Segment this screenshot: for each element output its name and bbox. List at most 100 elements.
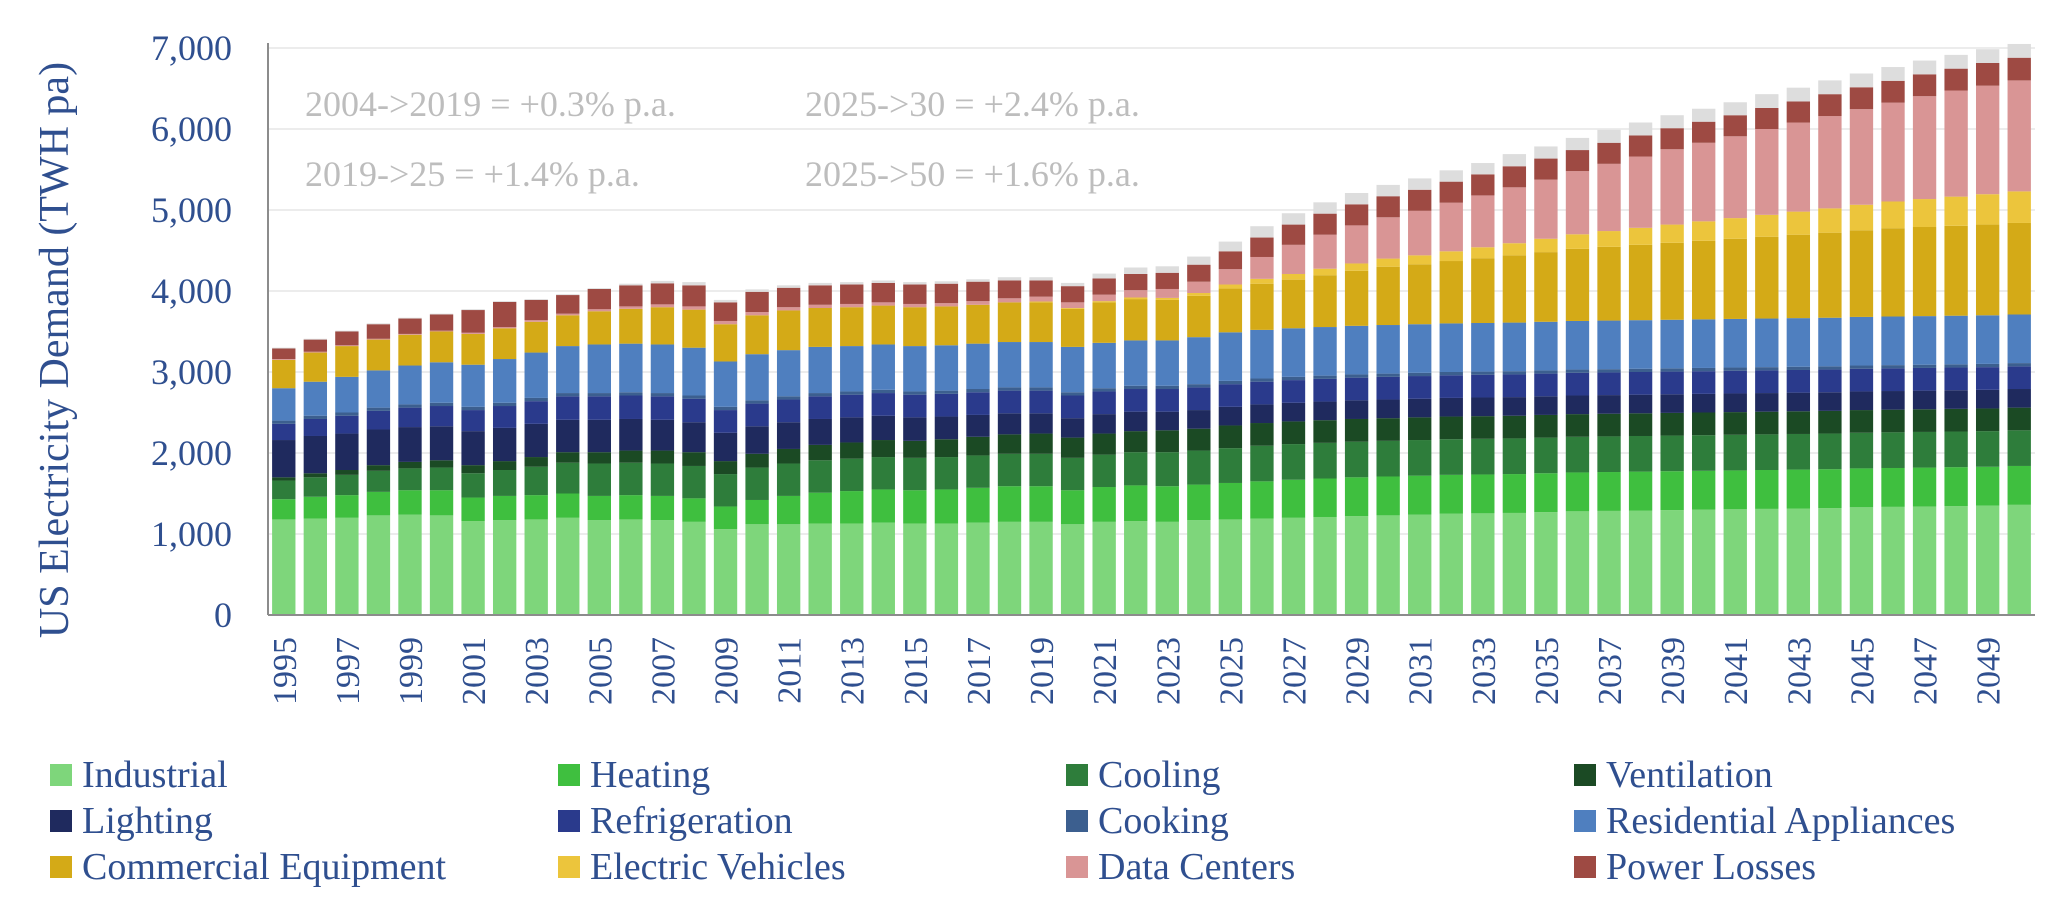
bar-segment-cooking-2048	[1944, 364, 1968, 368]
bar-segment-residential-appliances-2050	[2007, 314, 2031, 364]
bar-segment-cooking-2033	[1471, 371, 1495, 375]
bar-segment-data-centers-2010	[745, 312, 769, 316]
bar-segment-other-2002	[492, 301, 517, 302]
bar-segment-ventilation-2010	[745, 453, 769, 468]
bar-segment-lighting-2019	[1029, 413, 1053, 434]
bar-segment-power-losses-2025	[1218, 251, 1243, 270]
bar-segment-refrigeration-2018	[997, 390, 1022, 414]
bar-segment-ventilation-2006	[619, 450, 643, 463]
bar-segment-commercial-equipment-2012	[808, 308, 832, 347]
axes	[267, 43, 2035, 616]
bar-segment-industrial-2048	[1944, 506, 1968, 615]
bar-segment-cooking-2002	[492, 402, 517, 407]
bar-segment-ventilation-2014	[871, 440, 895, 458]
bar-segment-residential-appliances-2007	[650, 344, 675, 394]
bar-segment-commercial-equipment-2049	[1975, 224, 2000, 316]
bar-segment-heating-2035	[1534, 473, 1558, 513]
bar-segment-data-centers-2019	[1029, 296, 1053, 302]
x-tick-label: 2045	[1844, 637, 1881, 705]
bar-segment-residential-appliances-2049	[1975, 315, 2000, 364]
bar-segment-data-centers-2046	[1881, 102, 1905, 202]
bar-segment-data-centers-2042	[1755, 129, 1779, 215]
legend-label: Cooking	[1098, 800, 1229, 842]
bar-segment-data-centers-2041	[1723, 136, 1747, 219]
bar-segment-cooling-2022	[1124, 452, 1148, 486]
x-tick-label: 2031	[1403, 637, 1440, 705]
bar-stack-2014	[871, 280, 895, 615]
bar-segment-residential-appliances-2034	[1502, 322, 1527, 372]
bar-segment-cooling-2002	[492, 470, 517, 496]
bar-segment-data-centers-2023	[1155, 288, 1179, 298]
bar-segment-electric-vehicles-2036	[1565, 234, 1590, 249]
legend-item-heating: Heating	[558, 752, 710, 798]
bar-segment-electric-vehicles-2043	[1786, 211, 1811, 235]
bar-segment-refrigeration-2040	[1692, 371, 1716, 394]
bar-segment-commercial-equipment-1997	[335, 346, 359, 377]
legend-label: Ventilation	[1606, 754, 1773, 796]
bar-segment-other-2040	[1692, 108, 1716, 122]
bar-segment-data-centers-2033	[1471, 195, 1495, 248]
bar-stack-2021	[1092, 273, 1116, 615]
bar-segment-lighting-1998	[366, 429, 391, 466]
bar-segment-industrial-2017	[966, 522, 990, 615]
bar-segment-residential-appliances-2008	[682, 347, 706, 396]
bar-segment-cooking-2044	[1818, 366, 1842, 370]
bar-segment-commercial-equipment-2029	[1344, 270, 1369, 326]
bar-segment-heating-2019	[1029, 486, 1053, 522]
bar-segment-data-centers-2009	[713, 320, 738, 325]
bar-segment-cooking-2046	[1881, 365, 1905, 369]
bar-segment-cooling-2034	[1502, 438, 1527, 475]
bar-segment-cooling-2014	[871, 457, 895, 490]
bar-segment-commercial-equipment-2019	[1029, 302, 1053, 343]
bar-segment-power-losses-2037	[1597, 142, 1621, 164]
bar-segment-industrial-2010	[745, 524, 769, 615]
bar-segment-industrial-2041	[1723, 509, 1747, 615]
legend-item-industrial: Industrial	[50, 752, 228, 798]
bar-segment-refrigeration-2027	[1281, 380, 1306, 403]
bar-segment-cooling-2011	[776, 463, 801, 496]
bar-segment-power-losses-2029	[1344, 204, 1369, 226]
x-tick-label: 2039	[1655, 637, 1692, 705]
bar-segment-lighting-2039	[1660, 394, 1684, 413]
bar-segment-lighting-2016	[934, 416, 959, 440]
bar-segment-commercial-equipment-2033	[1471, 258, 1495, 323]
bar-segment-industrial-2036	[1565, 511, 1590, 615]
bar-segment-cooking-2042	[1755, 367, 1779, 371]
bar-segment-cooking-2015	[903, 391, 927, 395]
bar-segment-electric-vehicles-2048	[1944, 196, 1968, 226]
bar-segment-power-losses-2040	[1692, 121, 1716, 143]
bar-segment-cooking-2047	[1912, 364, 1937, 368]
bar-segment-refrigeration-2049	[1975, 367, 2000, 390]
bar-segment-lighting-2040	[1692, 393, 1716, 413]
bar-segment-lighting-2036	[1565, 395, 1590, 415]
bar-segment-data-centers-1998	[366, 338, 391, 340]
bar-segment-heating-2033	[1471, 474, 1495, 514]
bar-segment-refrigeration-2022	[1124, 389, 1148, 412]
bar-segment-commercial-equipment-2025	[1218, 288, 1243, 333]
bar-segment-power-losses-2019	[1029, 280, 1053, 297]
bar-segment-industrial-2039	[1660, 510, 1684, 615]
bar-segment-refrigeration-1998	[366, 410, 391, 430]
bar-stack-2016	[934, 281, 959, 615]
y-tick-label: 6,000	[151, 109, 232, 149]
x-tick-label: 1995	[267, 637, 304, 705]
bar-segment-heating-2022	[1124, 485, 1148, 522]
bar-stack-2043	[1786, 87, 1811, 615]
bar-segment-cooling-2041	[1723, 434, 1747, 471]
bar-segment-other-2012	[808, 282, 832, 286]
bar-segment-cooling-2043	[1786, 433, 1811, 470]
bar-segment-commercial-equipment-2045	[1849, 230, 1874, 317]
annotation-2025-30: 2025->30 = +2.4% p.a.	[805, 84, 1140, 124]
bar-stack-2025	[1218, 241, 1243, 615]
legend-swatch	[50, 764, 72, 786]
bar-segment-refrigeration-2016	[934, 393, 959, 417]
bar-segment-electric-vehicles-2050	[2007, 191, 2031, 223]
bar-segment-industrial-2035	[1534, 512, 1558, 615]
bar-segment-lighting-2047	[1912, 390, 1937, 410]
bar-segment-other-2037	[1597, 129, 1621, 143]
legend-swatch	[50, 856, 72, 878]
bar-segment-residential-appliances-2042	[1755, 318, 1779, 368]
bar-segment-power-losses-2007	[650, 283, 675, 305]
bar-segment-commercial-equipment-2021	[1092, 302, 1116, 343]
bar-segment-lighting-2043	[1786, 392, 1811, 412]
